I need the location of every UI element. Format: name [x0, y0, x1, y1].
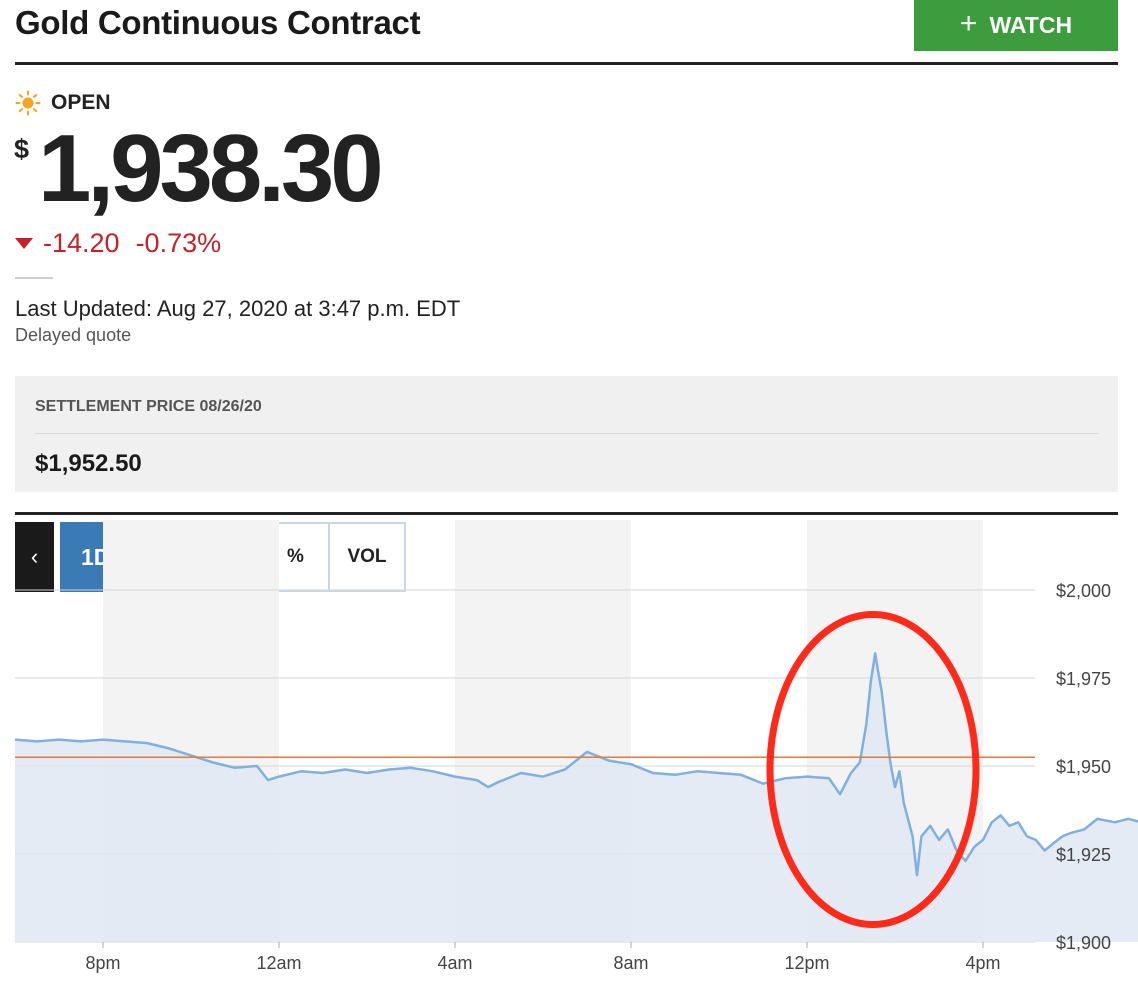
market-status: OPEN — [15, 90, 111, 116]
price-change: -14.20 -0.73% — [15, 228, 221, 259]
change-value: -14.20 — [43, 228, 120, 258]
header-divider — [15, 62, 1118, 65]
annotation-ellipse — [766, 611, 980, 929]
x-tick-label: 8am — [613, 953, 648, 973]
x-tick-label: 4pm — [965, 953, 1000, 973]
down-arrow-icon — [15, 238, 33, 249]
y-tick-label: $1,925 — [1056, 845, 1111, 865]
last-updated: Last Updated: Aug 27, 2020 at 3:47 p.m. … — [15, 296, 461, 321]
x-tick-label: 12am — [256, 953, 301, 973]
page-title: Gold Continuous Contract — [15, 4, 421, 41]
chevron-left-icon: ‹ — [30, 544, 39, 569]
change-percent: -0.73% — [135, 228, 222, 258]
chart-divider — [15, 512, 1118, 515]
settlement-label: SETTLEMENT PRICE 08/26/20 — [35, 398, 262, 415]
sun-icon — [15, 90, 41, 116]
current-price: 1,938.30 — [38, 115, 384, 222]
status-label: OPEN — [51, 91, 111, 114]
watch-button-label: WATCH — [989, 12, 1073, 38]
settlement-divider — [35, 433, 1098, 434]
watch-button[interactable]: + WATCH — [914, 0, 1118, 51]
x-tick-label: 4am — [437, 953, 472, 973]
x-tick-label: 12pm — [784, 953, 829, 973]
divider — [15, 277, 53, 279]
y-tick-label: $1,900 — [1056, 933, 1111, 953]
chart-back-button[interactable]: ‹ — [15, 522, 54, 592]
settlement-panel: SETTLEMENT PRICE 08/26/20 $1,952.50 — [15, 376, 1118, 492]
settlement-value: $1,952.50 — [35, 450, 142, 477]
price-line — [14, 652, 1138, 877]
price-chart: $2,000 $1,975 $1,950 $1,925 $1,900 8pm 12am 4am… — [14, 520, 1138, 973]
y-tick-label: $2,000 — [1056, 581, 1111, 601]
plus-icon: + — [959, 7, 978, 40]
mode-volume-button[interactable]: VOL — [328, 524, 404, 590]
x-tick-label: 8pm — [85, 953, 120, 973]
currency-symbol: $ — [14, 134, 30, 164]
delayed-note: Delayed quote — [15, 325, 132, 345]
price-area — [15, 653, 1138, 942]
y-tick-label: $1,950 — [1056, 757, 1111, 777]
y-tick-label: $1,975 — [1056, 669, 1111, 689]
